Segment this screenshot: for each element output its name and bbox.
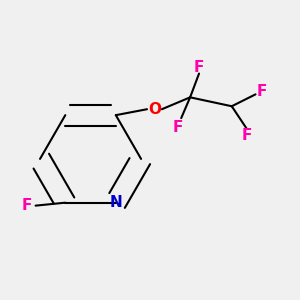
Text: N: N (110, 195, 122, 210)
Text: F: F (242, 128, 252, 143)
Text: O: O (148, 102, 161, 117)
Text: F: F (194, 60, 204, 75)
Text: F: F (173, 119, 183, 134)
Text: F: F (22, 198, 32, 213)
Text: F: F (256, 84, 267, 99)
